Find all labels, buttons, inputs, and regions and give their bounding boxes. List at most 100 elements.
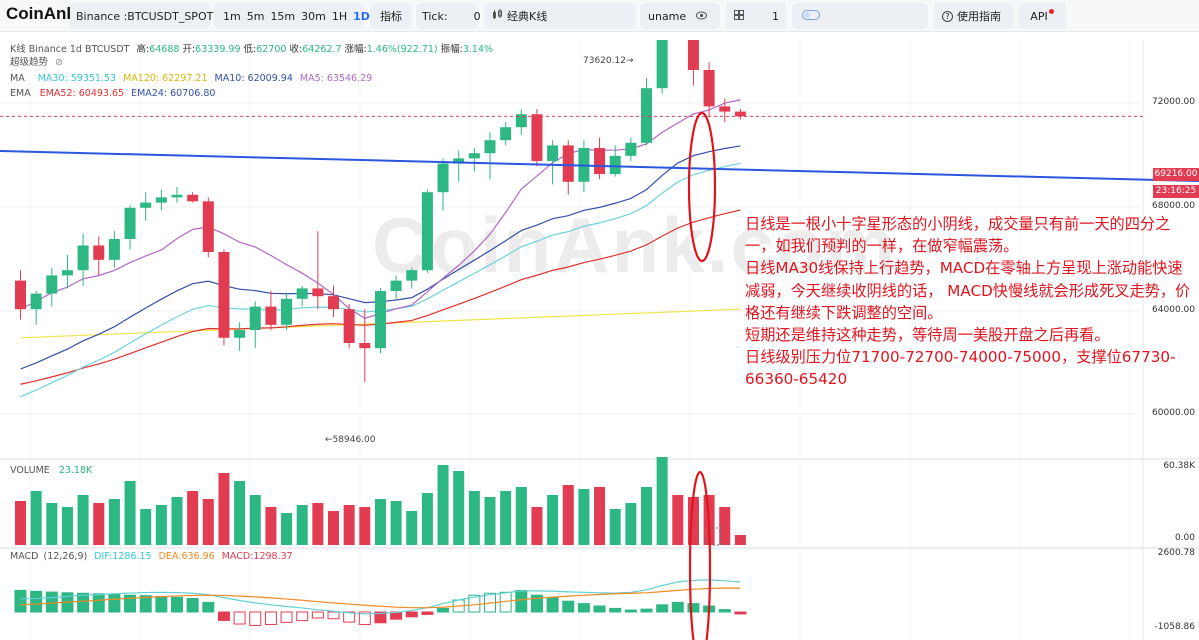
volume-bar <box>234 481 246 545</box>
price-tick-68000: 68000.00 <box>1152 201 1195 211</box>
tick-selector[interactable]: Tick: 0 <box>416 3 481 29</box>
hidden-eye-icon[interactable]: ⊘ <box>55 57 64 68</box>
candle-body <box>296 288 308 299</box>
candle-body <box>359 343 371 349</box>
candle-body <box>374 291 386 349</box>
candle-body <box>390 280 402 291</box>
ma10-value: MA10: 62009.94 <box>214 73 293 84</box>
symbol-label: Binance :BTCUSDT_SPOT <box>76 9 214 23</box>
volume-bar <box>15 501 26 545</box>
ma30-value: MA30: 59351.53 <box>37 73 117 84</box>
candle-body <box>703 70 715 107</box>
volume-bar <box>61 507 73 545</box>
volume-bar <box>171 497 183 545</box>
user-label: uname <box>648 9 687 23</box>
macd-bar <box>468 594 481 613</box>
candle-body <box>218 252 230 338</box>
macd-bar <box>656 604 669 613</box>
low-marker: ←58946.00 <box>325 435 376 445</box>
ema-label: EMA <box>10 88 31 99</box>
annotation-line: 短期还是维持这种走势，等待周一美股开盘之后再看。 <box>745 326 1110 345</box>
macd-bar <box>77 592 90 613</box>
chart-area[interactable]: CoinAnk.com K线 Binance 1d BTCUSDT 高:6468… <box>0 40 1199 640</box>
toggle-icon[interactable] <box>802 9 820 23</box>
macd-bar <box>358 611 371 625</box>
macd-bar <box>311 611 324 619</box>
api-button[interactable]: API <box>1018 3 1066 29</box>
macd-bar <box>296 611 309 622</box>
toggle-control[interactable] <box>792 3 928 29</box>
candle-body <box>453 158 465 164</box>
ma30-line <box>20 162 741 398</box>
interval-5m[interactable]: 5m <box>246 9 265 23</box>
tick-label: Tick: <box>422 9 448 23</box>
analysis-annotation: 日线是一根小十字星形态的小阴线，成交量只有前一天的四分之一，如我们预判的一样，在… <box>745 213 1191 391</box>
interval-30m[interactable]: 30m <box>301 9 326 23</box>
ema24-value: EMA24: 60706.80 <box>131 88 216 99</box>
change-label: 涨幅: <box>344 44 367 55</box>
macd-bar <box>671 601 684 613</box>
interval-1d[interactable]: 1D <box>353 9 370 23</box>
candle-body <box>719 106 731 112</box>
chart-style-button[interactable]: 经典K线 <box>484 3 636 29</box>
volume-bar <box>390 501 402 545</box>
kline-title: K线 Binance 1d BTCUSDT <box>10 44 130 55</box>
macd-bar <box>343 611 356 623</box>
volume-bar <box>734 535 746 545</box>
macd-label: MACD <box>10 551 39 562</box>
candle-body <box>108 239 120 260</box>
price-tick-60000: 60000.00 <box>1152 408 1195 418</box>
volume-legend: VOLUME 23.18K <box>10 465 96 477</box>
interval-15m[interactable]: 15m <box>270 9 296 23</box>
volume-label: VOLUME <box>10 465 50 476</box>
candle-body <box>609 155 621 174</box>
macd-bar <box>186 598 199 613</box>
macd-bar <box>530 594 543 613</box>
macd-bar <box>718 609 731 613</box>
volume-bar <box>343 505 355 545</box>
volume-bar <box>46 503 58 545</box>
ema-legend: EMA EMA52: 60493.65 EMA24: 60706.80 <box>10 88 219 100</box>
macd-bar <box>546 597 559 613</box>
candle-body <box>625 142 637 156</box>
dif-value: DIF:1286.15 <box>94 551 152 562</box>
interval-1m[interactable]: 1m <box>223 9 241 23</box>
macd-bar <box>640 608 653 613</box>
volume-bar <box>30 491 42 545</box>
kline-chart[interactable] <box>0 40 1199 640</box>
user-guide-label: 使用指南 <box>957 10 1001 23</box>
macd-bar <box>609 607 622 613</box>
eye-icon[interactable] <box>696 10 708 23</box>
candle-body <box>437 163 449 193</box>
volume-value: 23.18K <box>58 465 93 476</box>
candle-body <box>734 111 746 117</box>
low-value: 62700 <box>256 44 287 55</box>
indicators-button[interactable]: 指标 <box>370 3 412 29</box>
user-guide-button[interactable]: ? 使用指南 <box>934 3 1014 29</box>
high-marker-value: 73620.12 <box>583 56 626 66</box>
candle-body <box>46 275 58 294</box>
interval-1h[interactable]: 1H <box>331 9 348 23</box>
macd-value: MACD:1298.37 <box>221 551 293 562</box>
volume-bar <box>359 507 371 545</box>
layout-selector[interactable]: 1 <box>726 3 786 29</box>
macd-bar <box>280 611 293 623</box>
volume-bar <box>484 497 496 545</box>
app-logo[interactable]: CoinAnk <box>6 4 76 23</box>
volume-bar <box>453 471 465 545</box>
super-trend-legend: 超级趋势 ⊘ <box>10 57 67 69</box>
notification-dot-icon <box>1048 8 1054 14</box>
volume-bar <box>187 491 199 545</box>
candle-body <box>547 145 559 161</box>
ma-legend: MA MA30: 59351.53 MA120: 62297.21 MA10: … <box>10 73 376 85</box>
candle-body <box>406 270 418 281</box>
ma120-value: MA120: 62297.21 <box>123 73 208 84</box>
candle-body <box>234 330 246 338</box>
symbol-selector[interactable]: Binance :BTCUSDT_SPOT <box>70 3 214 29</box>
user-menu[interactable]: uname <box>640 3 720 29</box>
candle-body <box>15 280 26 310</box>
macd-tick-max: 2600.78 <box>1157 548 1195 558</box>
macd-bar <box>202 601 215 613</box>
indicators-label: 指标 <box>380 10 402 23</box>
